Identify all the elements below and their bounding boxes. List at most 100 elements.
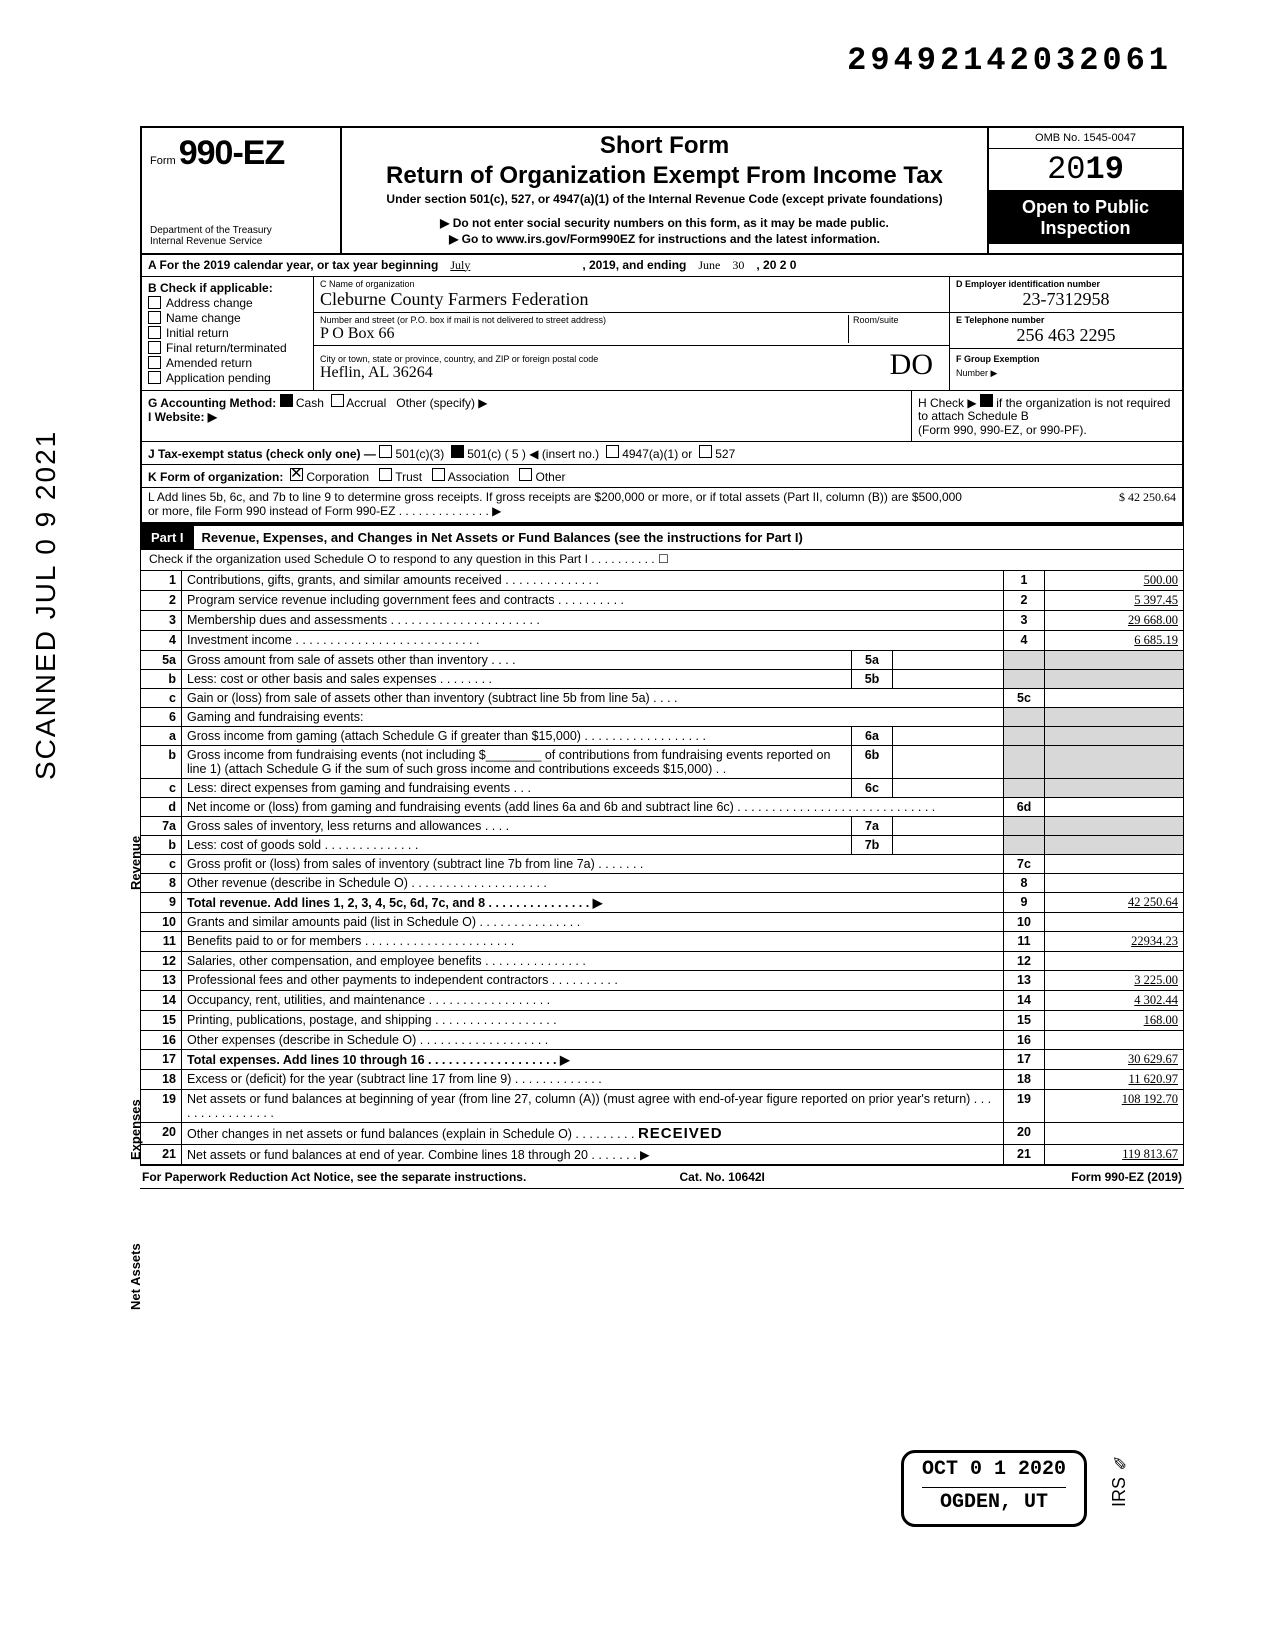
rn <box>1004 726 1045 745</box>
k-0: Corporation <box>306 470 369 484</box>
lt: Other changes in net assets or fund bala… <box>182 1122 1004 1144</box>
c-city-label: City or town, state or province, country… <box>320 354 880 364</box>
lt: Gain or (loss) from sale of assets other… <box>182 688 1004 707</box>
line-a-label: A For the 2019 calendar year, or tax yea… <box>148 258 438 272</box>
lt: Gross profit or (loss) from sales of inv… <box>182 854 1004 873</box>
iv <box>893 745 1004 778</box>
lt: Grants and similar amounts paid (list in… <box>182 912 1004 931</box>
form-prefix: Form <box>150 155 176 167</box>
lt: Total revenue. Add lines 1, 2, 3, 4, 5c,… <box>182 892 1004 912</box>
c-name-label: C Name of organization <box>320 279 943 289</box>
j-1: 501(c) ( 5 ) ◀ (insert no.) <box>467 447 599 461</box>
rv: 4 302.44 <box>1045 990 1184 1010</box>
lt: Net income or (loss) from gaming and fun… <box>182 797 1004 816</box>
k-label: K Form of organization: <box>148 470 283 484</box>
rn: 19 <box>1004 1089 1045 1122</box>
ln: 20 <box>141 1122 182 1144</box>
checkbox[interactable] <box>148 356 161 369</box>
lt: Gross sales of inventory, less returns a… <box>182 816 852 835</box>
lt: Excess or (deficit) for the year (subtra… <box>182 1069 1004 1089</box>
ln: c <box>141 778 182 797</box>
rn: 15 <box>1004 1010 1045 1030</box>
short-form-label: Short Form <box>352 132 977 160</box>
lt: Salaries, other compensation, and employ… <box>182 951 1004 970</box>
lt: Investment income . . . . . . . . . . . … <box>182 630 1004 650</box>
ln: 5a <box>141 650 182 669</box>
k-3: Other <box>536 470 566 484</box>
checkbox[interactable] <box>148 326 161 339</box>
room-label: Room/suite <box>853 315 943 325</box>
ln: 17 <box>141 1049 182 1069</box>
checkbox-h[interactable] <box>980 394 993 407</box>
ein: 23-7312958 <box>956 289 1176 310</box>
ln: b <box>141 745 182 778</box>
checkbox[interactable] <box>148 371 161 384</box>
checkbox[interactable] <box>148 341 161 354</box>
in: 5a <box>852 650 893 669</box>
rn: 4 <box>1004 630 1045 650</box>
rv <box>1045 726 1184 745</box>
rn: 8 <box>1004 873 1045 892</box>
checkbox[interactable] <box>606 445 619 458</box>
org-street: P O Box 66 <box>320 325 848 343</box>
rv <box>1045 797 1184 816</box>
rv: 30 629.67 <box>1045 1049 1184 1069</box>
checkbox[interactable] <box>379 445 392 458</box>
tax-year: 20201919 <box>989 149 1182 191</box>
checkbox[interactable] <box>451 445 464 458</box>
rn <box>1004 745 1045 778</box>
irs-vertical-stamp: IRS ✎ <box>1108 1451 1130 1507</box>
checkbox[interactable] <box>379 468 392 481</box>
ln: 9 <box>141 892 182 912</box>
rv: 29 668.00 <box>1045 610 1184 630</box>
rn <box>1004 669 1045 688</box>
checkbox[interactable] <box>519 468 532 481</box>
rn: 9 <box>1004 892 1045 912</box>
l-amount: $ 42 250.64 <box>1119 491 1176 519</box>
ln: b <box>141 669 182 688</box>
section-b-title: B Check if applicable: <box>148 281 307 295</box>
checkbox[interactable] <box>148 296 161 309</box>
org-name: Cleburne County Farmers Federation <box>320 289 943 310</box>
g-other: Other (specify) ▶ <box>396 396 487 410</box>
lt: Membership dues and assessments . . . . … <box>182 610 1004 630</box>
checkbox-cash[interactable] <box>280 394 293 407</box>
in: 6a <box>852 726 893 745</box>
return-subtitle: Under section 501(c), 527, or 4947(a)(1)… <box>352 193 977 207</box>
ln: d <box>141 797 182 816</box>
lt: Other revenue (describe in Schedule O) .… <box>182 873 1004 892</box>
rn: 17 <box>1004 1049 1045 1069</box>
rn: 18 <box>1004 1069 1045 1089</box>
rn: 11 <box>1004 931 1045 951</box>
rv <box>1045 669 1184 688</box>
checkbox[interactable] <box>148 311 161 324</box>
omb-number: OMB No. 1545-0047 <box>989 128 1182 149</box>
checkbox[interactable] <box>699 445 712 458</box>
lt: Other expenses (describe in Schedule O) … <box>182 1030 1004 1049</box>
checkbox-accrual[interactable] <box>331 394 344 407</box>
line-a: A For the 2019 calendar year, or tax yea… <box>140 255 1184 277</box>
rn: 2 <box>1004 590 1045 610</box>
ln: 19 <box>141 1089 182 1122</box>
rn: 13 <box>1004 970 1045 990</box>
lt: Gross income from fundraising events (no… <box>182 745 852 778</box>
iv <box>893 650 1004 669</box>
footer-mid: Cat. No. 10642I <box>680 1170 765 1184</box>
lt: Less: cost or other basis and sales expe… <box>182 669 852 688</box>
ln: c <box>141 854 182 873</box>
ln: a <box>141 726 182 745</box>
i-label: I Website: ▶ <box>148 410 217 424</box>
lt: Less: direct expenses from gaming and fu… <box>182 778 852 797</box>
section-bcd: B Check if applicable: Address change Na… <box>140 277 1184 391</box>
rn: 10 <box>1004 912 1045 931</box>
rn: 5c <box>1004 688 1045 707</box>
stamp-city: OGDEN, UT <box>922 1487 1066 1516</box>
ln: 6 <box>141 707 182 726</box>
rv <box>1045 778 1184 797</box>
j-3: 527 <box>715 447 735 461</box>
d-label: D Employer identification number <box>956 279 1176 289</box>
j-label: J Tax-exempt status (check only one) — <box>148 447 376 461</box>
page-footer: For Paperwork Reduction Act Notice, see … <box>140 1166 1184 1189</box>
checkbox[interactable] <box>432 468 445 481</box>
received-date-stamp: OCT 0 1 2020 OGDEN, UT <box>901 1450 1087 1527</box>
